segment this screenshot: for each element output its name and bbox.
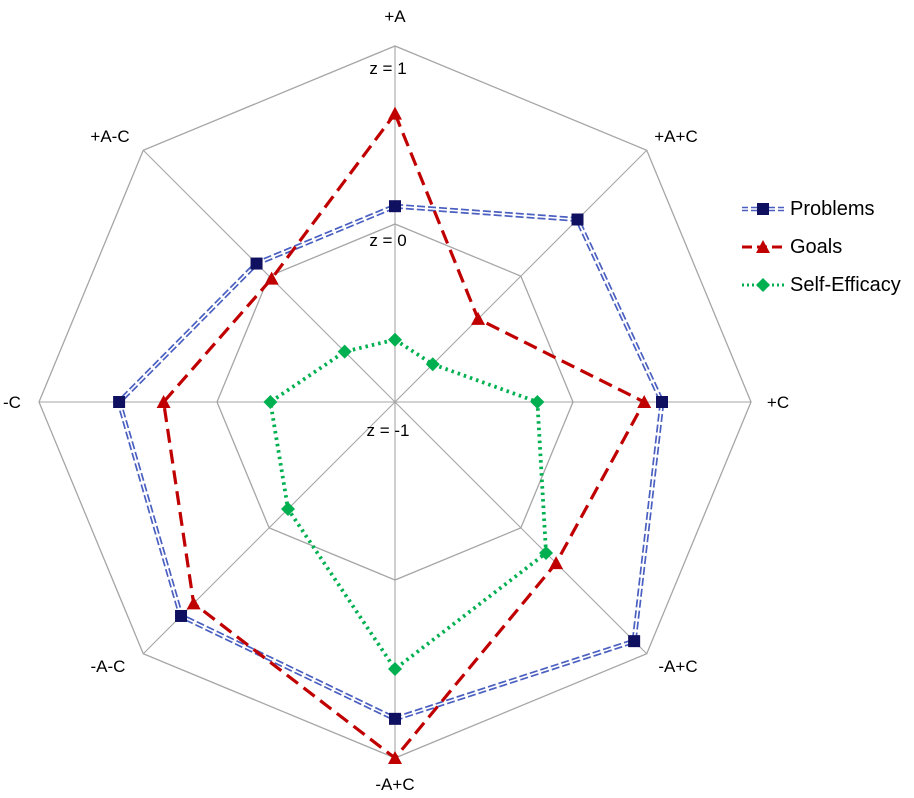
data-point-diamond [337,344,352,359]
series-self-efficacy [263,332,554,676]
data-point-triangle [186,596,201,610]
data-point-diamond [539,546,554,561]
ring-label: z = -1 [367,421,410,440]
ring-label: z = 0 [369,231,406,250]
ring-label: z = 1 [369,59,406,78]
category-label: -A-C [91,657,126,676]
category-label: -C [3,393,21,412]
category-label: -A+C [658,657,697,676]
data-point-triangle [637,395,652,408]
legend-item-goals: Goals [740,228,901,266]
radar-series [113,106,668,764]
data-point-square [656,396,668,408]
data-point-triangle [264,271,279,285]
data-point-triangle [388,751,402,764]
data-point-diamond [263,395,278,409]
legend-label-goals: Goals [790,235,843,258]
legend-label-problems: Problems [790,197,875,220]
chart-legend: Problems Goals Self-Efficacy [740,190,901,304]
data-point-triangle [156,395,171,408]
series-goals [156,106,652,764]
data-point-square [628,635,641,648]
legend-swatch-goals [742,240,784,253]
data-point-triangle [388,106,402,120]
category-label: +A [384,7,406,26]
data-point-square [113,396,126,408]
series-line [268,337,548,671]
data-point-triangle [471,311,486,325]
data-point-diamond [388,662,402,676]
category-label: +A-C [90,127,129,146]
series-line-outer [116,203,665,722]
series-line-inner [118,205,663,720]
grid-spoke [142,149,396,403]
data-point-diamond [425,357,440,372]
category-label: +A+C [654,127,697,146]
legend-swatch-problems [742,203,784,215]
data-point-diamond [388,332,402,347]
data-point-square [389,712,401,725]
grid-spoke [394,149,648,403]
data-point-triangle [549,556,564,570]
category-label: -A+C [375,775,414,794]
radar-labels: +A +A+C +C -A+C -A+C -A-C -C +A-C z = 1 z = 0 z = … [3,7,789,794]
series-problems [113,200,668,725]
data-point-square [175,609,188,622]
data-point-square [250,257,263,270]
data-point-square [389,200,401,213]
data-point-square [571,213,584,226]
data-point-diamond [281,501,296,516]
legend-swatch-self-efficacy [742,278,784,292]
legend-item-problems: Problems [740,190,901,228]
category-label: +C [767,393,789,412]
legend-item-self-efficacy: Self-Efficacy [740,266,901,304]
legend-label-self-efficacy: Self-Efficacy [790,273,901,296]
grid-spoke [394,401,648,655]
data-point-diamond [530,395,545,409]
